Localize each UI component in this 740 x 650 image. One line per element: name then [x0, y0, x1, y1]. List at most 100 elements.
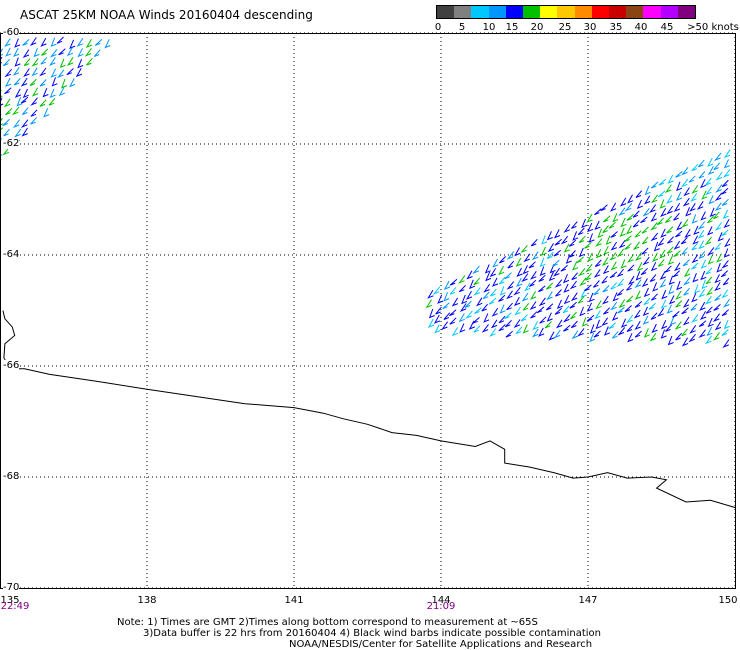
- wind-barb: [626, 225, 633, 235]
- lon-label: 150: [718, 595, 738, 606]
- wind-barb: [507, 260, 515, 269]
- wind-barb: [634, 279, 642, 289]
- wind-barb: [570, 292, 578, 302]
- wind-barb: [491, 277, 499, 287]
- wind-barb: [723, 149, 731, 159]
- wind-barb: [673, 202, 681, 213]
- wind-barb: [627, 275, 635, 285]
- wind-barb: [594, 208, 602, 216]
- wind-barb: [522, 302, 530, 311]
- wind-barb: [660, 228, 667, 238]
- wind-barb: [650, 232, 659, 242]
- wind-barb: [528, 261, 536, 269]
- wind-barb: [529, 279, 537, 287]
- wind-barb: [48, 57, 56, 66]
- wind-barb: [659, 270, 666, 280]
- colorbar-segment-6: [540, 6, 558, 18]
- wind-barb: [611, 331, 619, 339]
- wind-barb: [513, 286, 521, 296]
- wind-barb: [539, 257, 546, 268]
- wind-barb: [539, 266, 546, 276]
- wind-barb: [458, 285, 466, 293]
- wind-barb: [721, 328, 729, 336]
- wind-barb: [524, 282, 531, 292]
- wind-barb: [473, 287, 481, 296]
- wind-barb: [700, 211, 707, 221]
- wind-barb: [16, 97, 23, 107]
- lat-label: -68: [3, 471, 20, 482]
- wind-barb: [589, 324, 596, 334]
- wind-barb: [636, 262, 643, 272]
- wind-barb: [552, 259, 560, 267]
- colorbar-label: >50 knots: [687, 22, 739, 33]
- wind-barb: [492, 258, 499, 268]
- wind-barb: [602, 215, 611, 223]
- wind-barb: [77, 59, 84, 69]
- wind-barb: [610, 301, 618, 311]
- wind-barb: [659, 279, 666, 289]
- wind-barb: [545, 303, 554, 311]
- wind-barb: [84, 48, 92, 57]
- wind-barb: [31, 58, 39, 67]
- wind-barb: [20, 77, 28, 87]
- colorbar-label: 45: [660, 22, 674, 33]
- wind-barb: [571, 330, 579, 340]
- wind-barb: [713, 162, 721, 171]
- wind-barb: [93, 49, 101, 57]
- wind-barb: [650, 261, 657, 272]
- colorbar-segment-0: [437, 6, 455, 18]
- wind-barb: [691, 185, 699, 194]
- wind-barb: [713, 304, 721, 311]
- wind-barb: [640, 216, 648, 224]
- wind-barb: [579, 277, 587, 287]
- wind-barb: [30, 97, 38, 106]
- wind-barb: [691, 242, 698, 251]
- wind-barb: [669, 316, 676, 326]
- wind-barb: [5, 108, 13, 116]
- wind-barb: [94, 39, 103, 46]
- wind-barb: [699, 178, 707, 189]
- coastline: [2, 310, 736, 508]
- wind-barb: [577, 296, 585, 304]
- wind-barb: [506, 281, 515, 290]
- wind-barb: [698, 171, 706, 179]
- wind-barb: [86, 57, 93, 66]
- wind-barb: [588, 233, 595, 243]
- wind-barb: [589, 332, 596, 343]
- wind-barb: [602, 225, 609, 234]
- wind-barb: [616, 278, 625, 288]
- wind-barb: [442, 302, 450, 310]
- wind-barb: [2, 119, 10, 126]
- wind-barb: [22, 107, 29, 115]
- wind-barb: [472, 317, 480, 324]
- wind-barb: [681, 328, 688, 337]
- wind-barb: [701, 190, 708, 200]
- wind-barb: [624, 235, 632, 242]
- wind-barb: [657, 308, 665, 317]
- wind-barb: [587, 252, 594, 262]
- wind-barb: [549, 264, 556, 274]
- wind-barb: [3, 58, 11, 67]
- wind-barb: [660, 329, 667, 339]
- wind-barb: [433, 314, 441, 324]
- wind-barb: [626, 324, 634, 332]
- wind-barb: [682, 316, 690, 326]
- wind-barb: [617, 306, 625, 314]
- wind-barb: [676, 280, 683, 291]
- wind-barb: [39, 67, 47, 77]
- wind-barb: [649, 274, 657, 282]
- wind-barb: [536, 306, 545, 314]
- wind-barb: [593, 269, 601, 278]
- wind-barb: [652, 282, 659, 292]
- wind-barb: [635, 271, 642, 281]
- wind-barb: [712, 313, 721, 323]
- colorbar-segment-3: [488, 6, 506, 18]
- wind-barb: [691, 163, 699, 172]
- wind-barb: [650, 194, 658, 204]
- wind-barb: [723, 298, 731, 308]
- wind-barb: [22, 88, 29, 99]
- wind-barb: [667, 236, 674, 244]
- wind-barb: [685, 207, 692, 217]
- colorbar-label: 40: [634, 22, 648, 33]
